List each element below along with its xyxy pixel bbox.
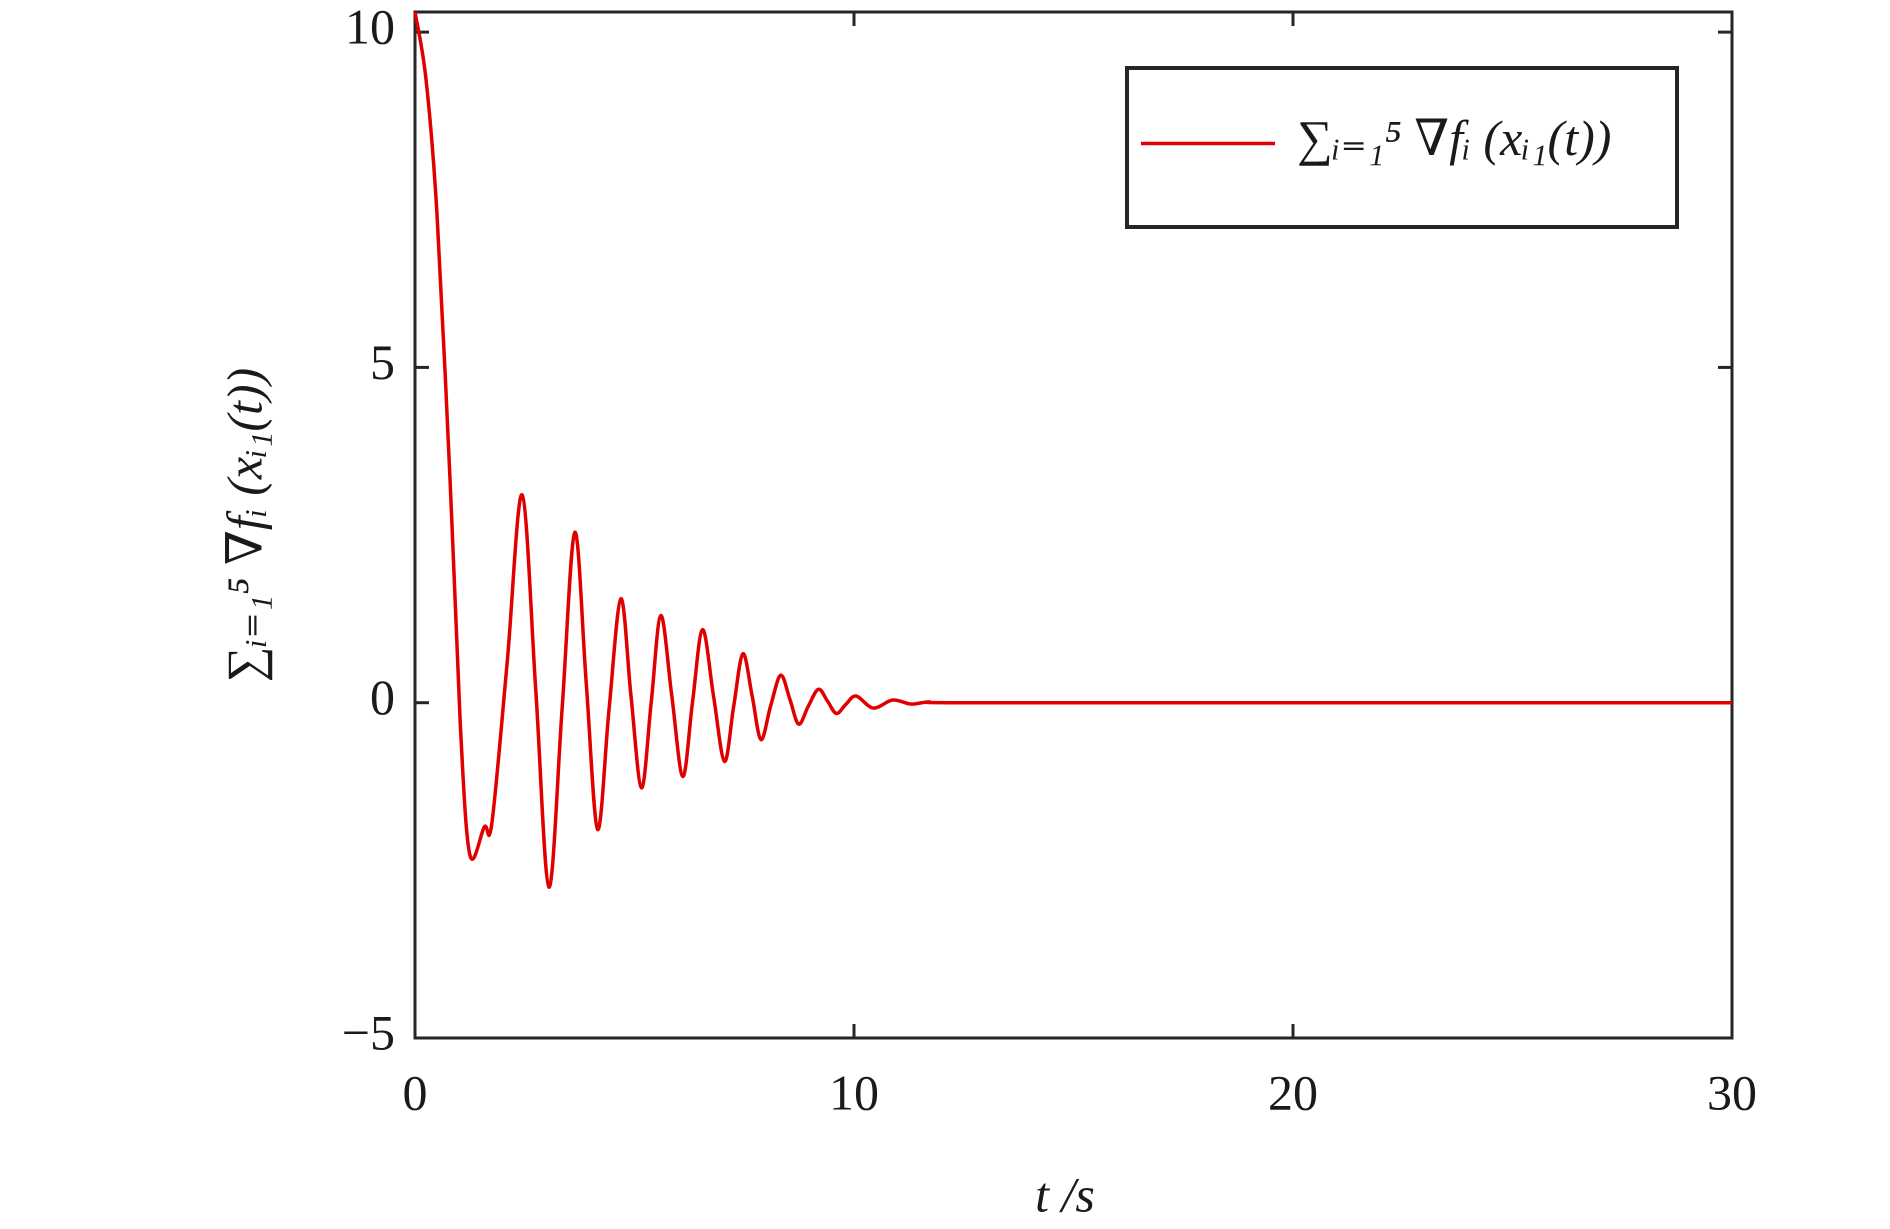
- y-tick-label: 5: [370, 334, 395, 390]
- legend-box: [1125, 66, 1679, 229]
- y-tick-label: 10: [345, 0, 395, 55]
- y-tick-label: −5: [342, 1004, 395, 1060]
- x-tick-label: 0: [403, 1064, 428, 1120]
- legend-label: ∑ᵢ₌₁⁵ ∇fᵢ (xᵢ₁(t)): [1297, 110, 1611, 166]
- x-tick-label: 10: [829, 1064, 879, 1120]
- x-tick-label: 30: [1707, 1064, 1757, 1120]
- x-tick-label: 20: [1268, 1064, 1318, 1120]
- x-axis-label: t /s: [1035, 1166, 1095, 1222]
- y-axis-label: ∑ᵢ₌₁⁵ ∇fᵢ (xᵢ₁(t)): [216, 368, 272, 682]
- data-line: [413, 11, 1732, 889]
- y-tick-label: 0: [370, 669, 395, 725]
- plot-frame: [413, 10, 1734, 1040]
